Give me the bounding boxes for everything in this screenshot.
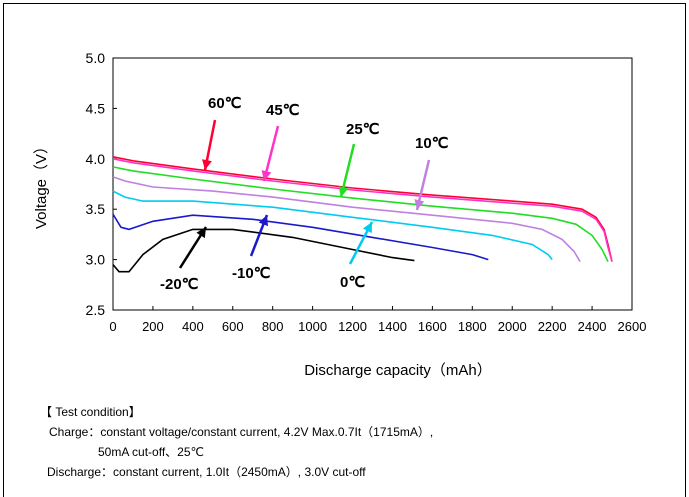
x-tick-label: 800 (262, 319, 284, 334)
annotation-arrowhead-45c (261, 170, 272, 181)
y-tick-label: 5.0 (86, 50, 106, 66)
y-tick-label: 4.5 (86, 100, 106, 116)
y-tick-label: 2.5 (86, 302, 106, 318)
x-tick-label: 2600 (618, 319, 647, 334)
annotation-label-0c: 0℃ (340, 274, 365, 291)
annotation-arrowhead-minus10c (258, 215, 269, 227)
annotation-label-minus10c: -10℃ (232, 265, 271, 282)
x-tick-label: 1200 (338, 319, 367, 334)
annotation-label-minus20c: -20℃ (160, 276, 199, 293)
series-line-minus20c (112, 228, 415, 273)
annotation-arrowhead-60c (202, 159, 212, 170)
test-condition-heading: 【 Test condition】 (40, 405, 141, 419)
series-line-10c (112, 176, 581, 263)
x-tick-label: 600 (222, 319, 244, 334)
plot-area (112, 57, 633, 311)
x-tick-label: 1000 (298, 319, 327, 334)
series-lines (112, 156, 613, 273)
x-tick-label: 1400 (378, 319, 407, 334)
x-tick-label: 2000 (498, 319, 527, 334)
series-line-45c (112, 158, 613, 262)
x-tick-label: 200 (142, 319, 164, 334)
annotation-arrowhead-minus20c (196, 227, 206, 239)
annotation-label-25c: 25℃ (346, 121, 380, 138)
x-tick-label: 0 (109, 319, 116, 334)
discharge-condition-line: Discharge：constant current, 1.0It（2450mA… (47, 465, 366, 479)
series-line-25c (112, 166, 609, 262)
series-line-0c (112, 190, 553, 261)
y-axis-label: Voltage（V） (33, 139, 50, 229)
y-tick-label: 3.5 (86, 201, 106, 217)
series-line-60c (112, 156, 613, 262)
x-tick-label: 1600 (418, 319, 447, 334)
x-tick-label: 1800 (458, 319, 487, 334)
annotation-label-45c: 45℃ (266, 102, 300, 119)
x-tick-label: 2200 (538, 319, 567, 334)
plot-border (112, 57, 633, 311)
annotation-label-60c: 60℃ (208, 95, 242, 112)
y-axis-ticks: 2.5 3.0 3.5 4.0 4.5 5.0 (86, 50, 117, 318)
x-axis-label: Discharge capacity（mAh） (304, 362, 492, 379)
charge-condition-line2: 50mA cut-off、25℃ (98, 445, 204, 459)
x-axis-ticks: 0 200 400 600 800 1000 1200 1400 1600 1800 2000 220… (109, 306, 646, 334)
annotation-arrowhead-0c (362, 222, 372, 234)
annotation-arrowhead-25c (338, 186, 349, 197)
y-tick-label: 3.0 (86, 252, 106, 268)
x-tick-label: 400 (182, 319, 204, 334)
series-line-minus10c (112, 213, 489, 261)
annotation-label-10c: 10℃ (415, 135, 449, 152)
y-tick-label: 4.0 (86, 151, 106, 167)
charge-condition-line1: Charge：constant voltage/constant current… (49, 425, 434, 439)
annotation-arrowhead-10c (414, 199, 425, 210)
figure-frame (3, 3, 686, 497)
x-tick-label: 2400 (578, 319, 607, 334)
annotation-arrows: 60℃ 45℃ 25℃ 10℃ 0℃ -10℃ -20℃ (160, 95, 449, 293)
